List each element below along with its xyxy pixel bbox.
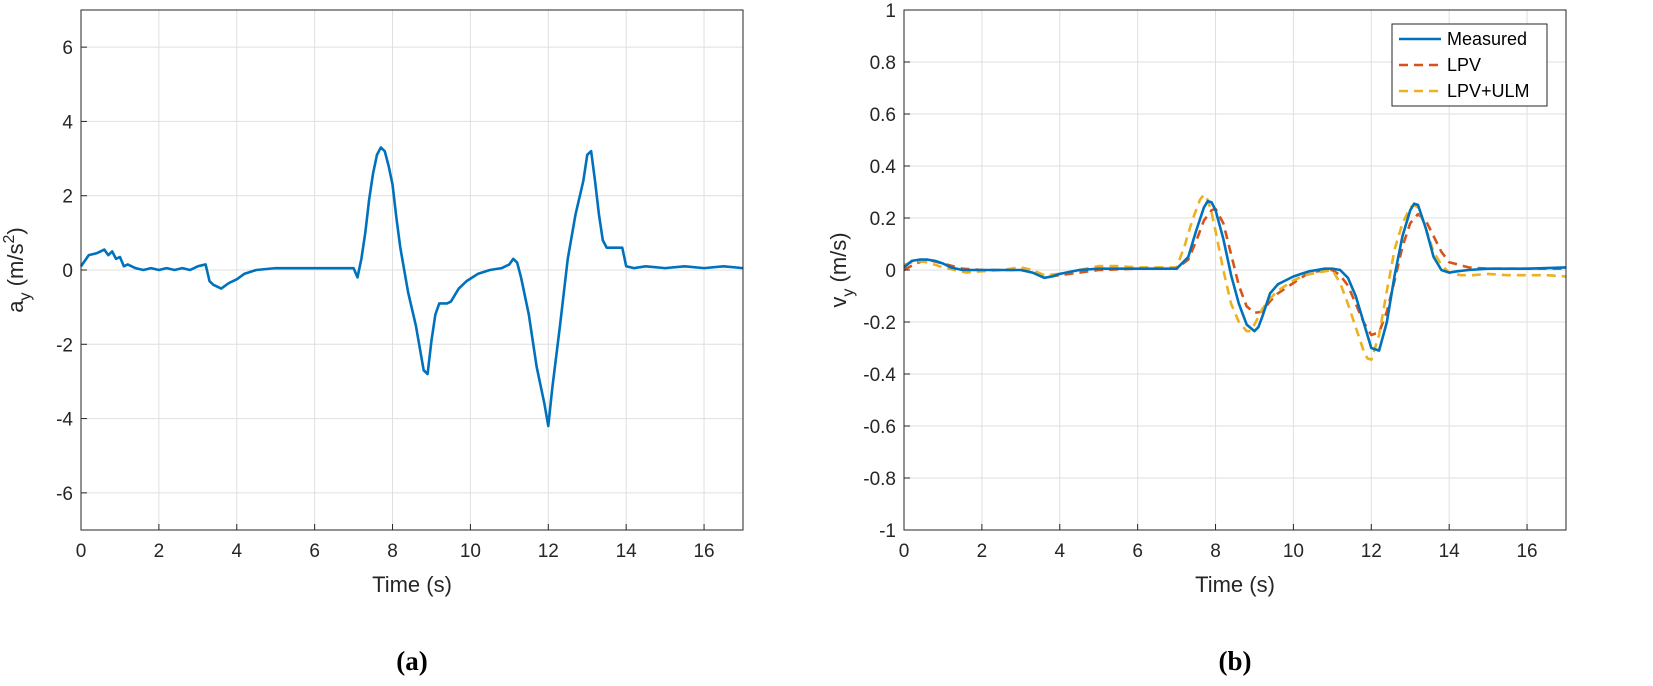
y-tick-label: -6: [56, 484, 73, 505]
x-tick-label: 8: [387, 541, 398, 562]
x-tick-label: 6: [309, 541, 320, 562]
x-axis-label-a: Time (s): [372, 572, 452, 597]
y-axis-label-subscript: y: [17, 292, 34, 300]
y-tick-label: 0: [62, 261, 73, 282]
chart-panel-a: 0 2 4 6 8 10 12 14 16 -6 -4 -2 0 2 4 6 Time (s) ay (m/s…: [1, 9, 744, 676]
y-tick-label: -1: [879, 521, 896, 542]
x-tick-label: 16: [693, 541, 714, 562]
caption-a: (a): [396, 646, 427, 676]
y-tick-label: 2: [62, 187, 73, 208]
chart-panel-b: 0 2 4 6 8 10 12 14 16 -1 -0.8 -0.6 -0.4 -0.2 0 0.2 0.4 0.…: [826, 1, 1567, 676]
series-layer-b: [903, 193, 1567, 362]
y-tick-label: 0.4: [870, 157, 897, 178]
legend-label-lpv-ulm: LPV+ULM: [1447, 81, 1530, 101]
legend-label-measured: Measured: [1447, 29, 1527, 49]
x-tick-label: 2: [977, 541, 988, 562]
y-axis-label-main: v: [826, 297, 851, 308]
x-tick-label: 6: [1132, 541, 1143, 562]
y-tick-label: 1: [885, 1, 896, 22]
y-axis-label-b: vy (m/s): [826, 232, 857, 307]
legend-label-lpv: LPV: [1447, 55, 1481, 75]
x-tick-label: 12: [1361, 541, 1382, 562]
y-tick-label: 0.2: [870, 209, 896, 230]
x-tick-label: 4: [1054, 541, 1065, 562]
x-tick-label: 10: [1283, 541, 1304, 562]
y-axis-label-main: a: [3, 300, 28, 313]
x-tick-label: 2: [154, 541, 165, 562]
x-tick-label: 14: [616, 541, 638, 562]
x-tick-label: 14: [1439, 541, 1461, 562]
x-tick-label: 16: [1516, 541, 1537, 562]
series-line-measured: [903, 199, 1567, 352]
y-tick-label: -0.6: [863, 417, 896, 438]
caption-b: (b): [1219, 646, 1252, 676]
y-axis-label-superscript: 2: [1, 235, 18, 244]
y-tick-label: -0.4: [863, 365, 896, 386]
y-tick-label: -4: [56, 410, 73, 431]
grid-a: [80, 10, 743, 530]
y-tick-label: 0.8: [870, 53, 896, 74]
y-tick-label: 0: [885, 261, 896, 282]
x-tick-label: 10: [460, 541, 481, 562]
y-axis-label-subscript: y: [840, 289, 857, 297]
x-tick-label: 8: [1210, 541, 1221, 562]
series-layer-a: [79, 146, 744, 428]
x-axis-label-b: Time (s): [1195, 572, 1275, 597]
y-tick-label: 4: [62, 112, 73, 133]
y-axis-label-a: ay (m/s2): [1, 227, 34, 312]
series-line: [79, 146, 744, 428]
tick-labels-a: 0 2 4 6 8 10 12 14 16 -6 -4 -2 0 2 4 6: [56, 38, 715, 562]
y-tick-label: -0.2: [863, 313, 896, 334]
y-axis-label-unit-close: ): [3, 227, 28, 234]
y-tick-label: 0.6: [870, 105, 896, 126]
x-tick-label: 4: [231, 541, 242, 562]
y-axis-label-unit: (m/s: [3, 244, 28, 293]
x-tick-label: 0: [76, 541, 87, 562]
legend: Measured LPV LPV+ULM: [1391, 23, 1548, 107]
y-tick-label: -0.8: [863, 469, 896, 490]
x-tick-label: 12: [538, 541, 559, 562]
x-tick-label: 0: [899, 541, 910, 562]
y-tick-label: -2: [56, 335, 73, 356]
y-axis-label-unit: (m/s): [826, 232, 851, 288]
tick-labels-b: 0 2 4 6 8 10 12 14 16 -1 -0.8 -0.6 -0.4 -0.2 0 0.2 0.4 0.…: [863, 1, 1537, 562]
y-tick-label: 6: [62, 38, 73, 59]
